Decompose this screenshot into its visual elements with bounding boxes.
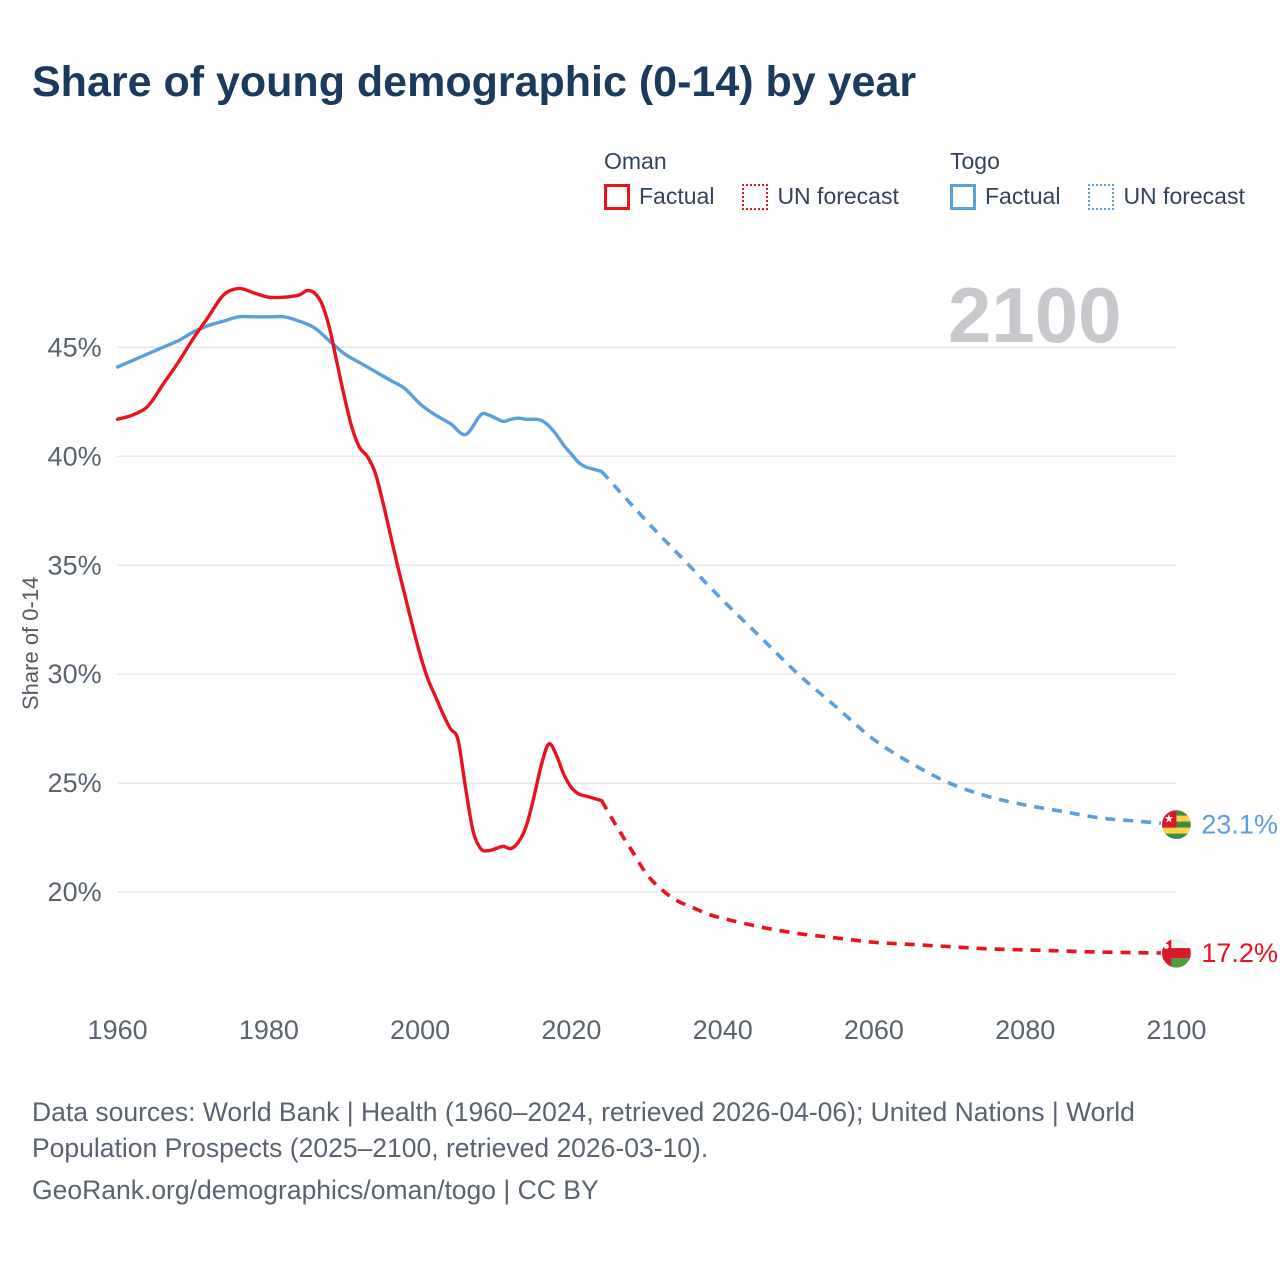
svg-text:20%: 20% <box>48 877 102 907</box>
svg-text:45%: 45% <box>48 332 102 362</box>
svg-text:2060: 2060 <box>844 1015 904 1045</box>
svg-text:30%: 30% <box>48 659 102 689</box>
svg-text:2020: 2020 <box>541 1015 601 1045</box>
svg-text:23.1%: 23.1% <box>1201 810 1278 840</box>
svg-text:40%: 40% <box>48 441 102 471</box>
svg-text:2080: 2080 <box>995 1015 1055 1045</box>
svg-text:1980: 1980 <box>239 1015 299 1045</box>
svg-text:17.2%: 17.2% <box>1201 938 1278 968</box>
svg-text:2100: 2100 <box>1146 1015 1206 1045</box>
svg-text:25%: 25% <box>48 768 102 798</box>
svg-text:2000: 2000 <box>390 1015 450 1045</box>
svg-text:2040: 2040 <box>693 1015 753 1045</box>
svg-text:35%: 35% <box>48 550 102 580</box>
svg-text:1960: 1960 <box>88 1015 148 1045</box>
